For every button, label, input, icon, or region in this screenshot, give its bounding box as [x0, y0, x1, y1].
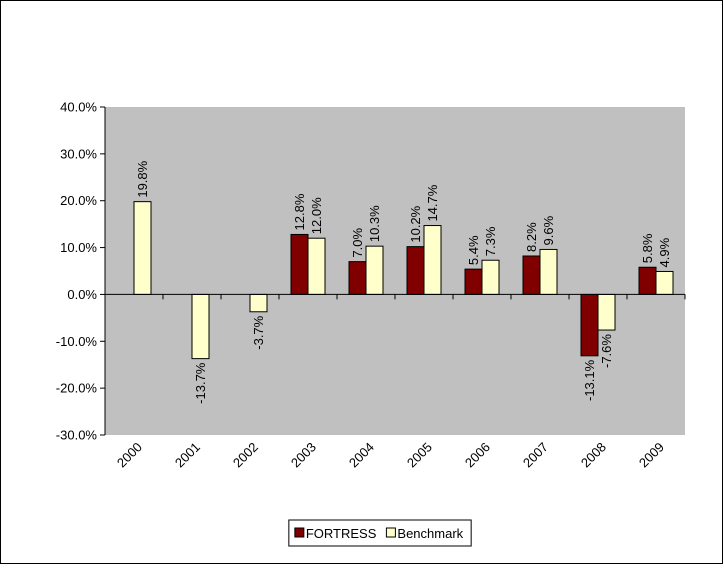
bar: [580, 293, 599, 357]
value-label: 8.2%: [524, 222, 539, 252]
bar: [406, 246, 425, 295]
bar: [597, 293, 616, 331]
bar: [481, 259, 500, 295]
bar: [638, 266, 657, 295]
legend-label: Benchmark: [397, 526, 463, 541]
value-label: 4.9%: [657, 237, 672, 267]
value-label: -13.1%: [582, 359, 597, 401]
value-label: 5.8%: [640, 233, 655, 263]
bar: [348, 261, 367, 295]
y-tick-label: 0.0%: [67, 287, 97, 302]
value-label: -13.7%: [193, 362, 208, 404]
y-tick-label: -20.0%: [56, 381, 98, 396]
bar: [464, 268, 483, 295]
value-label: 14.7%: [425, 184, 440, 221]
value-label: -7.6%: [599, 334, 614, 368]
value-label: 19.8%: [135, 160, 150, 197]
legend-swatch: [294, 527, 305, 538]
plot-area: [105, 107, 685, 435]
bar: [290, 233, 309, 295]
value-label: 12.0%: [309, 197, 324, 234]
y-tick-label: -30.0%: [56, 428, 98, 443]
bar: [522, 255, 541, 295]
y-tick-label: 10.0%: [60, 240, 97, 255]
bar: [307, 237, 326, 295]
value-label: 9.6%: [541, 215, 556, 245]
bar: [365, 245, 384, 295]
legend: FORTRESS Benchmark: [288, 519, 472, 547]
bar: [191, 293, 210, 360]
value-label: 12.8%: [292, 193, 307, 230]
bar: [655, 270, 674, 295]
bar: [133, 201, 152, 295]
bar: [423, 225, 442, 295]
bar: [539, 248, 558, 295]
y-tick-label: 20.0%: [60, 193, 97, 208]
value-label: 7.0%: [350, 228, 365, 258]
y-tick-label: 30.0%: [60, 146, 97, 161]
value-label: 7.3%: [483, 226, 498, 256]
y-tick-label: 40.0%: [60, 100, 97, 115]
legend-swatch: [385, 527, 396, 538]
value-label: 5.4%: [466, 235, 481, 265]
legend-label: FORTRESS: [306, 526, 377, 541]
value-label: -3.7%: [251, 315, 266, 349]
bar: [249, 293, 268, 313]
value-label: 10.2%: [408, 205, 423, 242]
legend-box: [288, 519, 472, 547]
value-label: 10.3%: [367, 205, 382, 242]
y-tick-label: -10.0%: [56, 334, 98, 349]
